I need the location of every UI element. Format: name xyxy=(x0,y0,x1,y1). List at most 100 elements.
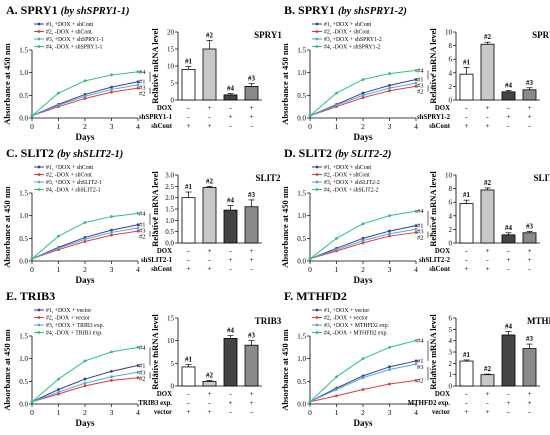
data-point xyxy=(110,379,113,382)
x-tick-label: 2 xyxy=(83,408,87,417)
legend-marker xyxy=(37,165,41,169)
legend-marker xyxy=(315,308,319,312)
bar xyxy=(244,206,259,244)
data-point xyxy=(308,257,312,261)
design-row-label: DOX xyxy=(435,391,450,398)
legend-marker xyxy=(315,331,319,334)
design-sign: + xyxy=(228,112,232,121)
design-sign: + xyxy=(249,103,253,112)
series-line xyxy=(309,231,417,260)
data-point xyxy=(136,212,140,215)
bar-label: #2 xyxy=(484,179,492,187)
data-point xyxy=(110,215,113,218)
data-point xyxy=(361,241,365,245)
design-sign: + xyxy=(186,407,190,416)
legend-marker xyxy=(37,180,41,184)
data-point xyxy=(361,357,365,361)
data-point xyxy=(414,339,418,342)
legend-entry: #3, +DOX + shSPRY1-1 xyxy=(46,37,104,43)
design-sign: - xyxy=(507,407,510,416)
design-sign: - xyxy=(187,112,190,121)
design-row-label: DOX xyxy=(435,105,450,112)
bar xyxy=(522,232,537,244)
design-sign: + xyxy=(485,246,489,255)
data-point xyxy=(110,90,113,94)
series-end-label: #1 xyxy=(417,76,424,83)
data-point xyxy=(414,209,418,213)
x-tick-label: 3 xyxy=(110,408,114,417)
design-row-label: DOX xyxy=(157,105,172,112)
bar xyxy=(459,73,474,101)
x-tick-label: 4 xyxy=(136,265,140,274)
design-sign: + xyxy=(207,121,211,130)
design-sign: + xyxy=(207,103,211,112)
panel-title: D. SLIT2 (by SLIT2-2) xyxy=(284,146,391,160)
data-point xyxy=(83,377,87,381)
bar-y-tick-label: 8 xyxy=(449,185,453,193)
data-point xyxy=(308,400,312,404)
bar xyxy=(501,91,516,101)
x-axis-label: Days xyxy=(75,132,94,142)
data-point xyxy=(57,103,60,107)
panel-gene: TRIB3 xyxy=(20,289,55,303)
data-point xyxy=(110,350,113,354)
data-point xyxy=(388,365,391,369)
data-point xyxy=(361,236,365,240)
series-end-label: #4 xyxy=(417,67,424,74)
data-point xyxy=(83,381,87,385)
bar-label: #2 xyxy=(484,33,492,41)
bar xyxy=(181,197,196,244)
data-point xyxy=(388,382,391,386)
design-row-label: TRIB3 exp. xyxy=(138,400,172,407)
legend-marker xyxy=(37,30,41,33)
design-sign: - xyxy=(187,103,190,112)
x-tick-label: 4 xyxy=(414,408,418,417)
series-end-label: #3 xyxy=(417,364,424,371)
data-point xyxy=(136,70,140,74)
design-sign: - xyxy=(528,121,531,130)
data-point xyxy=(414,81,418,85)
data-point xyxy=(414,227,418,231)
y-tick-label: 1.5 xyxy=(19,47,28,55)
series-end-label: #3 xyxy=(139,85,146,92)
series-end-label: #4 xyxy=(139,344,146,351)
y-tick-label: 0.0 xyxy=(19,258,28,266)
bar-label: #4 xyxy=(505,323,513,331)
data-point xyxy=(57,91,60,95)
data-point xyxy=(388,72,391,75)
data-point xyxy=(388,83,391,87)
panel-gene: SPRY1 xyxy=(298,3,338,17)
data-point xyxy=(414,379,418,382)
data-point xyxy=(57,234,60,238)
data-point xyxy=(57,390,60,394)
legend-entry: #1, +DOX + vector xyxy=(324,308,369,314)
design-sign: + xyxy=(249,255,253,264)
legend-marker xyxy=(37,323,41,327)
series-end-label: #4 xyxy=(139,69,146,76)
design-row-label: shSPRY1-1 xyxy=(139,114,173,121)
design-row-label: shCont xyxy=(151,266,173,273)
legend-marker xyxy=(37,37,41,41)
series-end-label: #2 xyxy=(417,235,424,242)
data-point xyxy=(308,114,312,118)
y-axis-label: Absorbance at 450 nm xyxy=(280,329,290,410)
bar-label: #4 xyxy=(227,85,235,93)
legend-entry: #3, +DOX + shSPRY1-2 xyxy=(324,37,382,43)
panel-by: (by shSPRY1-1) xyxy=(61,6,130,17)
x-tick-label: 3 xyxy=(110,265,114,274)
legend-entry: #1, +DOX + shCont xyxy=(46,22,94,28)
y-axis-label: Absorbance at 450 nm xyxy=(2,186,12,267)
x-tick-label: 4 xyxy=(136,122,140,131)
design-sign: + xyxy=(485,389,489,398)
data-point xyxy=(136,80,140,84)
legend-marker xyxy=(315,180,319,184)
panel-title: F. MTHFD2 xyxy=(284,289,347,303)
design-sign: + xyxy=(464,264,468,273)
data-point xyxy=(361,376,365,380)
design-sign: - xyxy=(187,389,190,398)
design-row-label: shCont xyxy=(151,123,173,130)
bar-y-axis-label: Relative mRNA level xyxy=(428,28,438,104)
bar-y-tick-label: 3.0 xyxy=(165,172,174,180)
x-tick-label: 1 xyxy=(57,408,61,417)
data-point xyxy=(136,83,140,87)
